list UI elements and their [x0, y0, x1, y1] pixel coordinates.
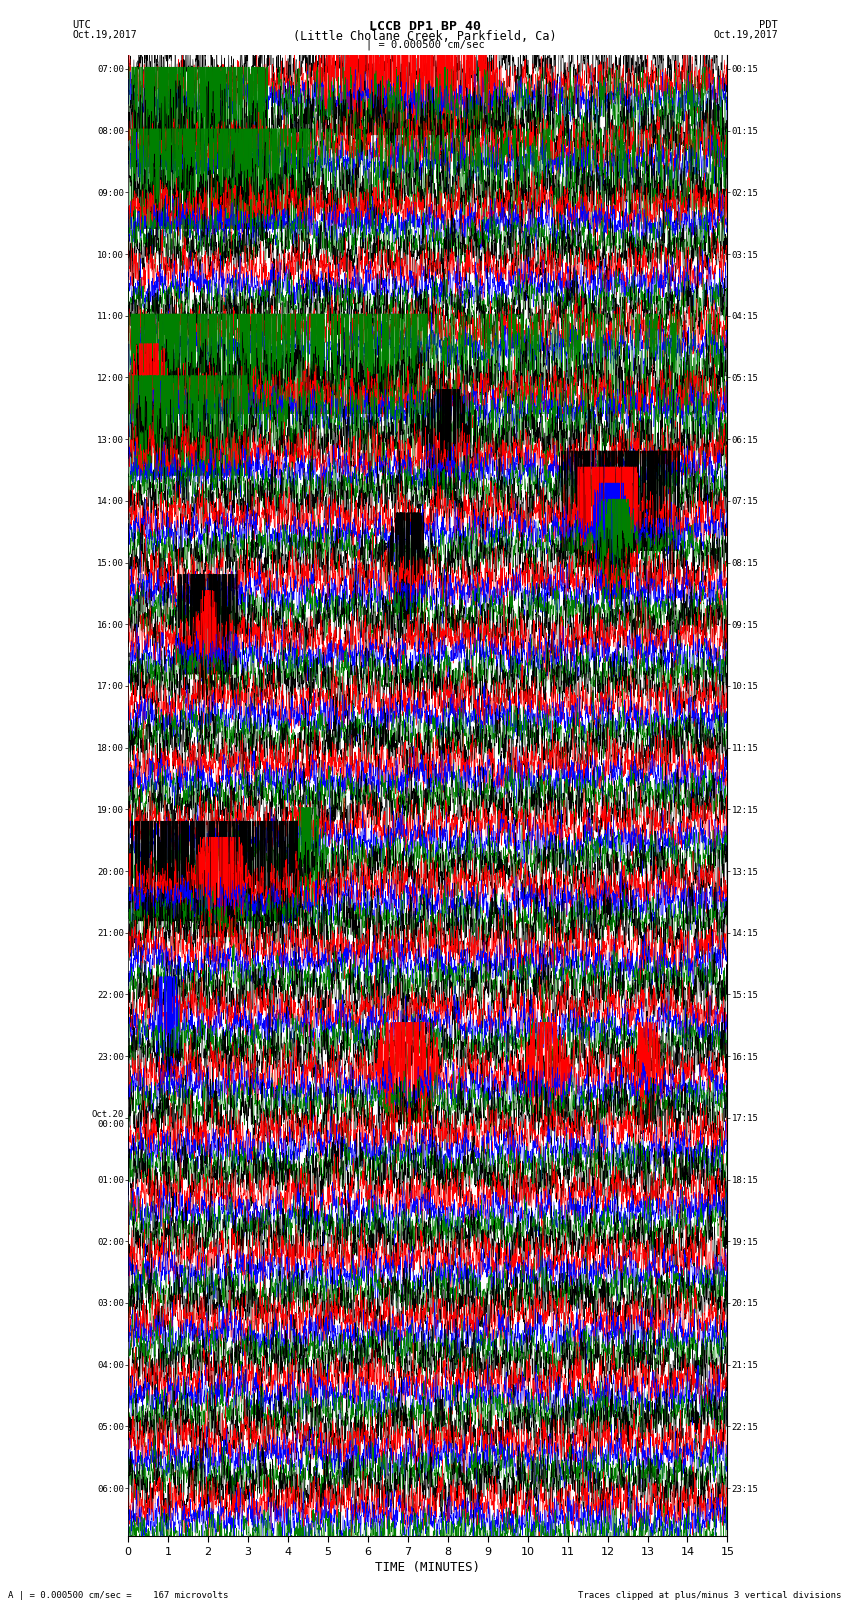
Text: LCCB DP1 BP 40: LCCB DP1 BP 40	[369, 19, 481, 34]
Text: (Little Cholane Creek, Parkfield, Ca): (Little Cholane Creek, Parkfield, Ca)	[293, 31, 557, 44]
Text: Oct.19,2017: Oct.19,2017	[72, 31, 137, 40]
Text: Oct.19,2017: Oct.19,2017	[713, 31, 778, 40]
Text: A | = 0.000500 cm/sec =    167 microvolts: A | = 0.000500 cm/sec = 167 microvolts	[8, 1590, 229, 1600]
X-axis label: TIME (MINUTES): TIME (MINUTES)	[375, 1561, 480, 1574]
Text: | = 0.000500 cm/sec: | = 0.000500 cm/sec	[366, 39, 484, 50]
Text: PDT: PDT	[759, 19, 778, 31]
Text: Traces clipped at plus/minus 3 vertical divisions: Traces clipped at plus/minus 3 vertical …	[578, 1590, 842, 1600]
Text: UTC: UTC	[72, 19, 91, 31]
